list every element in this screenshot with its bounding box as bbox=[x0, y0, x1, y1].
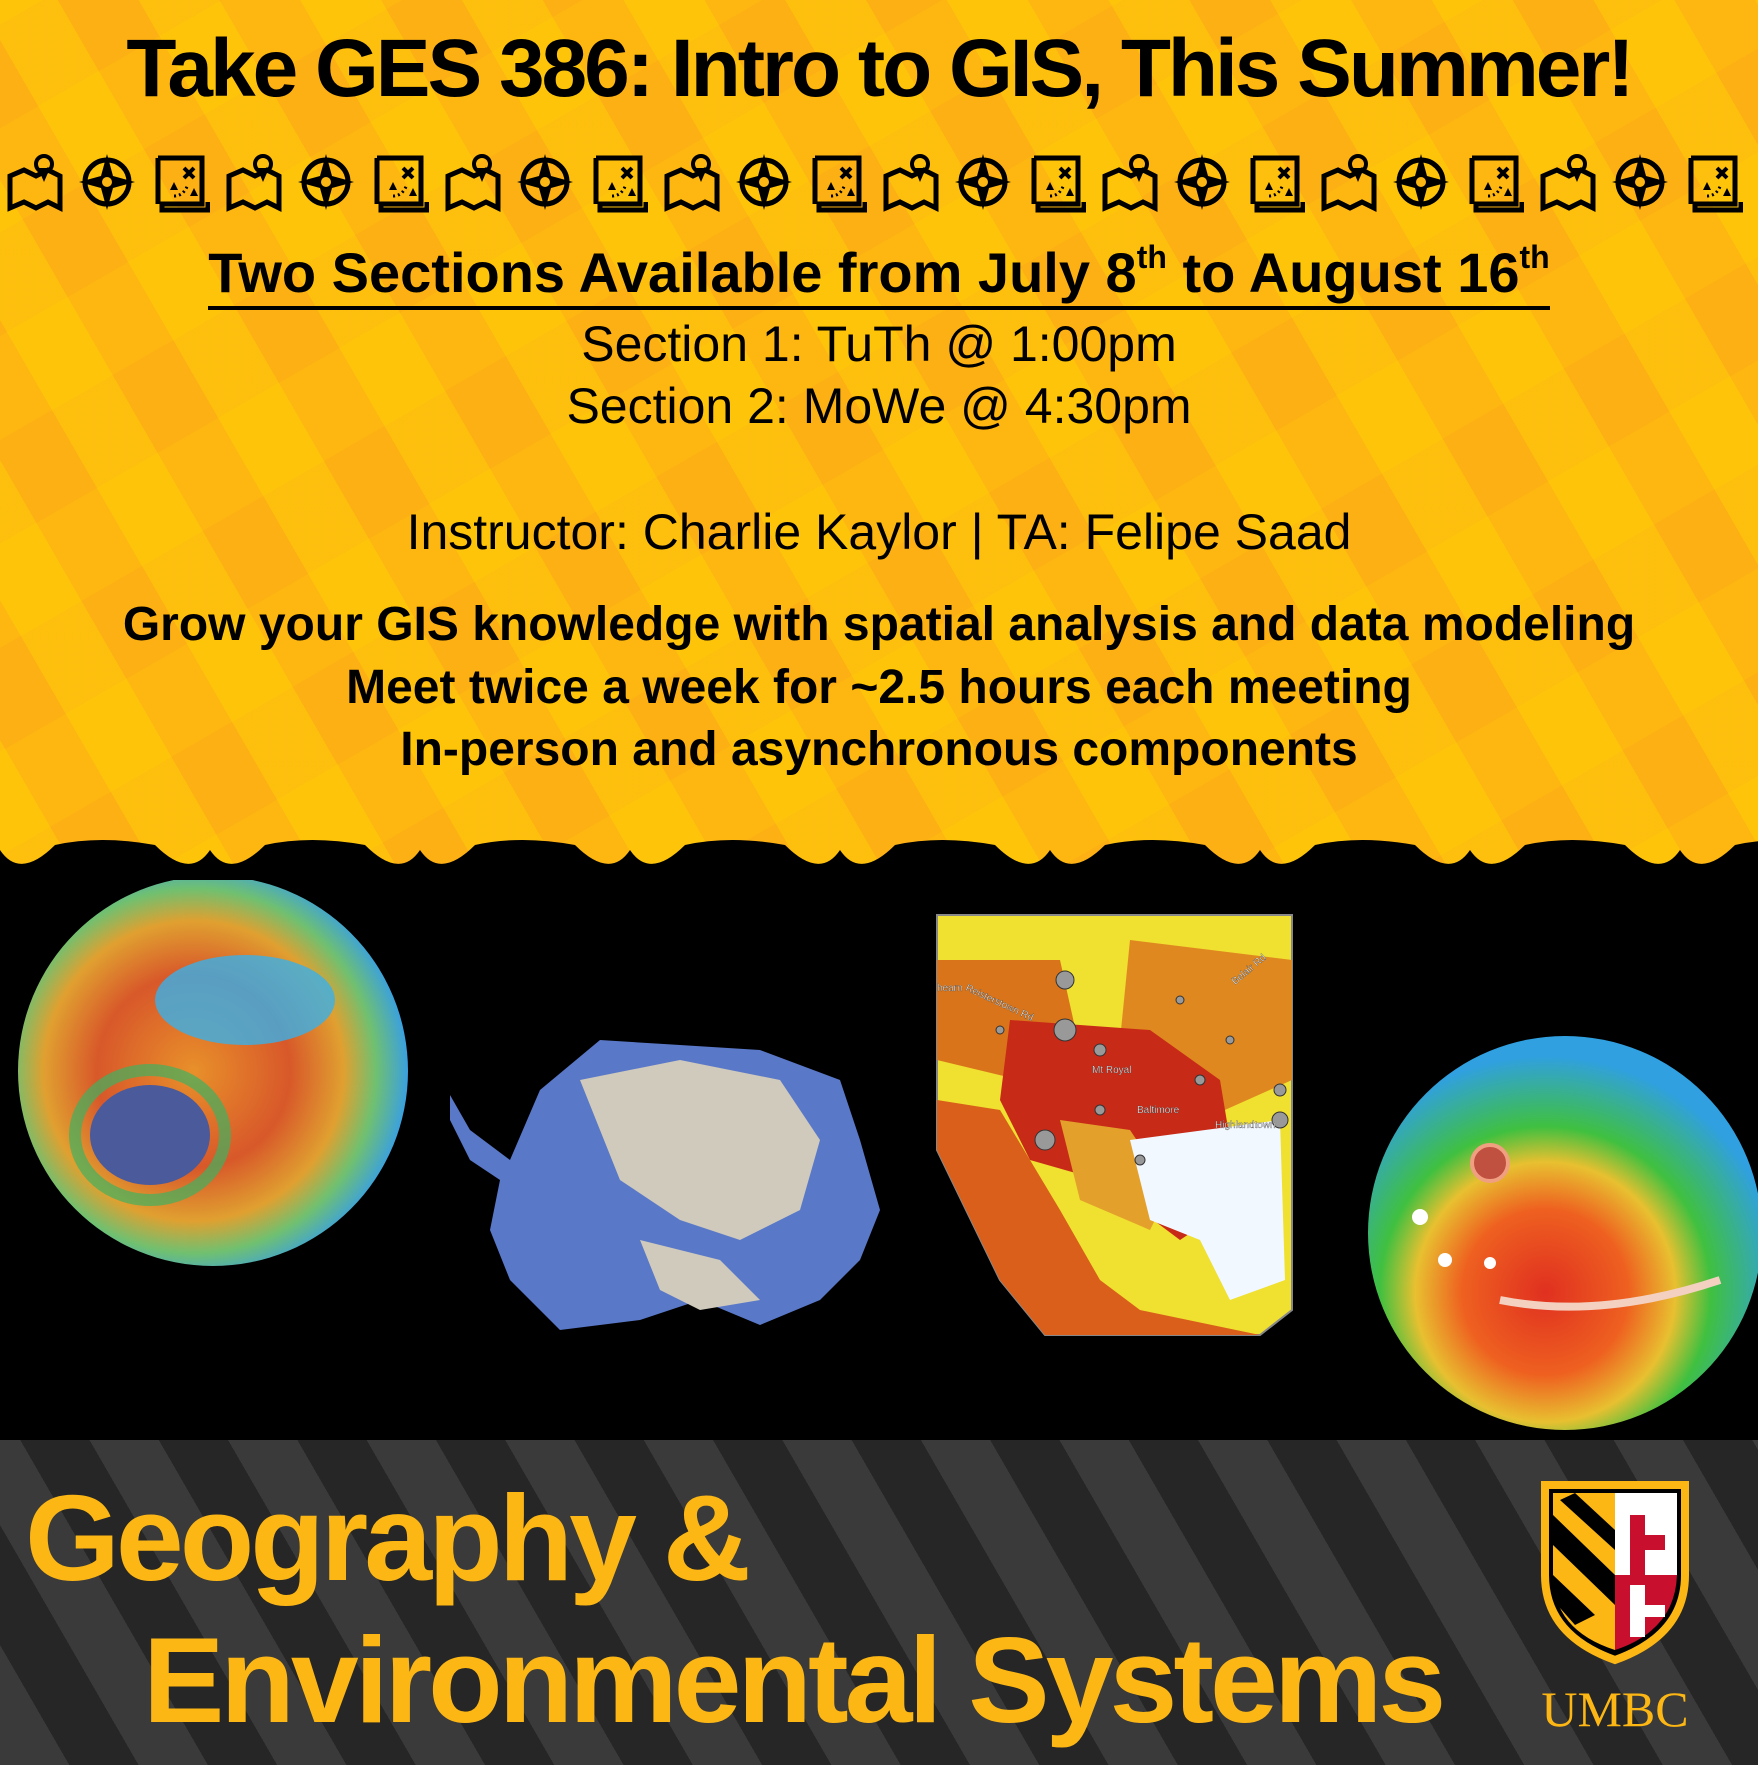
treasure-map-icon bbox=[1688, 155, 1743, 213]
yellow-header-panel: Take GES 386: Intro to GIS, This Summer!… bbox=[0, 0, 1758, 880]
gallery-images: Reisterstown Rd Belair Rd Mt Royal Balti… bbox=[18, 876, 1758, 1430]
compass-rose-icon bbox=[298, 154, 354, 210]
compass-rose-icon bbox=[736, 154, 792, 210]
treasure-map-icon bbox=[1469, 155, 1524, 213]
treasure-map-icon bbox=[155, 155, 210, 213]
section-1: Section 1: TuTh @ 1:00pm bbox=[581, 316, 1177, 372]
mars-globe-left bbox=[18, 876, 408, 1266]
compass-rose-icon bbox=[1612, 154, 1668, 210]
umbc-wordmark: UMBC bbox=[1541, 1681, 1689, 1737]
map-pin-icon bbox=[1321, 154, 1377, 213]
department-name-line1: Geography & bbox=[25, 1470, 751, 1606]
antarctica-map bbox=[450, 1040, 880, 1330]
map-pin-icon bbox=[1102, 154, 1158, 213]
treasure-map-icon bbox=[1031, 155, 1086, 213]
compass-rose-icon bbox=[79, 154, 135, 210]
instructor-line: Instructor: Charlie Kaylor | TA: Felipe … bbox=[406, 504, 1352, 560]
treasure-map-icon bbox=[593, 155, 648, 213]
department-footer bbox=[0, 1440, 1758, 1765]
compass-rose-icon bbox=[1393, 154, 1449, 210]
map-label-place1: Mt Royal bbox=[1092, 1065, 1131, 1076]
compass-rose-icon bbox=[955, 154, 1011, 210]
map-point-symbols bbox=[995, 970, 1289, 1166]
mars-globe-right bbox=[1368, 1036, 1758, 1430]
umbc-shield-logo bbox=[1541, 1481, 1689, 1665]
availability-heading: Two Sections Available from July 8th to … bbox=[0, 240, 1758, 310]
highlight-1: Grow your GIS knowledge with spatial ana… bbox=[122, 598, 1636, 651]
treasure-map-icon bbox=[812, 155, 867, 213]
section-2: Section 2: MoWe @ 4:30pm bbox=[566, 378, 1192, 434]
treasure-map-icon bbox=[374, 155, 429, 213]
map-pin-icon bbox=[226, 154, 282, 213]
compass-rose-icon bbox=[1174, 154, 1230, 210]
department-name-line2: Environmental Systems bbox=[143, 1612, 1446, 1748]
map-pin-icon bbox=[7, 154, 63, 213]
treasure-map-icon bbox=[1250, 155, 1305, 213]
compass-rose-icon bbox=[517, 154, 573, 210]
scalloped-edge bbox=[0, 840, 1758, 890]
map-pin-icon bbox=[664, 154, 720, 213]
map-gallery: Reisterstown Rd Belair Rd Mt Royal Balti… bbox=[0, 876, 1758, 1440]
map-pin-icon bbox=[445, 154, 501, 213]
highlight-3: In-person and asynchronous components bbox=[400, 723, 1358, 776]
baltimore-choropleth-map: Reisterstown Rd Belair Rd Mt Royal Balti… bbox=[936, 914, 1293, 1336]
poster-title: Take GES 386: Intro to GIS, This Summer! bbox=[126, 23, 1634, 114]
map-pin-icon bbox=[1540, 154, 1596, 213]
map-label-place3: Highlandtown bbox=[1215, 1120, 1276, 1131]
icon-row bbox=[0, 150, 1758, 220]
map-pin-icon bbox=[883, 154, 939, 213]
map-label-place4: hearn bbox=[937, 983, 963, 994]
map-label-place2: Baltimore bbox=[1137, 1105, 1180, 1116]
highlight-2: Meet twice a week for ~2.5 hours each me… bbox=[346, 661, 1412, 714]
